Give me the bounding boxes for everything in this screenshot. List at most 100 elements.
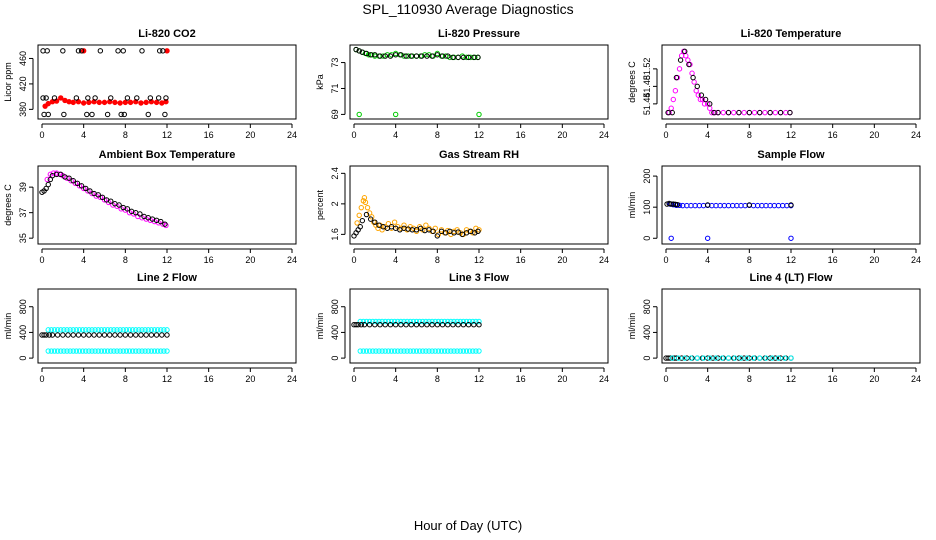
data-point — [91, 332, 97, 338]
x-tick-label: 0 — [351, 374, 356, 384]
data-point — [377, 322, 383, 328]
data-point — [64, 348, 70, 354]
chart-title: Li-820 CO2 — [138, 28, 195, 40]
data-point — [60, 332, 66, 338]
page-title: SPL_110930 Average Diagnostics — [362, 1, 574, 17]
data-point — [101, 348, 108, 354]
data-point — [122, 99, 129, 106]
data-point — [162, 221, 168, 227]
data-point — [454, 348, 460, 354]
data-point — [83, 185, 89, 192]
data-point — [148, 348, 155, 354]
data-point — [377, 53, 383, 59]
data-point — [43, 332, 49, 338]
data-point — [142, 327, 148, 333]
data-point — [682, 355, 688, 361]
data-point — [435, 348, 442, 354]
data-point — [769, 355, 775, 361]
y-tick-label: 400 — [642, 325, 652, 340]
data-point — [404, 318, 410, 325]
data-point — [475, 54, 481, 61]
data-point — [67, 348, 73, 354]
x-tick-label: 16 — [828, 374, 838, 384]
data-point — [139, 48, 145, 54]
data-point — [353, 322, 359, 328]
data-point — [133, 348, 139, 354]
data-point — [430, 228, 436, 235]
data-point — [356, 111, 362, 118]
data-point — [154, 348, 161, 354]
series-pressure_black — [353, 46, 481, 61]
chart-panel-8: Line 3 Flow 0 4 8 12 16 20 24 0 400 800 ml/min — [315, 272, 609, 384]
data-point — [87, 188, 93, 194]
data-point — [731, 109, 737, 116]
x-tick-label: 4 — [705, 255, 710, 265]
data-point — [73, 95, 80, 101]
data-point — [357, 224, 363, 230]
data-point — [58, 327, 64, 333]
data-point — [145, 348, 151, 354]
data-point — [157, 48, 163, 54]
data-point — [398, 348, 404, 354]
data-point — [117, 332, 123, 338]
data-point — [96, 99, 102, 106]
data-point — [51, 327, 58, 333]
data-point — [470, 348, 476, 354]
data-point — [674, 201, 681, 208]
data-point — [473, 348, 479, 354]
data-point — [429, 322, 435, 328]
x-tick-label: 12 — [162, 130, 172, 140]
chart-title: Li-820 Temperature — [741, 28, 842, 40]
data-point — [435, 318, 442, 325]
y-tick-label: 69 — [330, 109, 340, 119]
data-point — [471, 322, 477, 328]
data-point — [460, 348, 467, 354]
chart-panel-7: Line 2 Flow 0 4 8 12 16 20 24 0 400 800 ml/min — [3, 272, 297, 384]
data-point — [126, 348, 133, 354]
data-point — [689, 70, 695, 76]
data-point — [124, 95, 131, 101]
data-point — [108, 327, 114, 333]
data-point — [366, 318, 373, 325]
data-point — [379, 227, 385, 233]
data-point — [419, 53, 425, 59]
data-point — [362, 199, 369, 206]
x-tick-label: 24 — [911, 374, 921, 384]
data-point — [417, 225, 424, 231]
data-point — [395, 348, 401, 354]
data-point — [772, 109, 779, 116]
data-point — [145, 327, 151, 333]
data-point — [391, 318, 398, 325]
data-point — [151, 348, 158, 354]
data-point — [788, 202, 794, 208]
x-tick-label: 20 — [557, 130, 567, 140]
data-point — [392, 322, 399, 328]
data-point — [694, 83, 700, 90]
data-point — [70, 327, 76, 333]
data-point — [416, 348, 423, 354]
data-point — [104, 111, 111, 118]
data-point — [702, 96, 709, 103]
series-box_black — [39, 171, 168, 227]
data-point — [43, 95, 49, 101]
data-point — [143, 332, 149, 338]
data-point — [116, 202, 122, 208]
data-point — [50, 170, 57, 176]
y-tick-label: 39 — [18, 182, 28, 192]
data-point — [741, 355, 747, 361]
y-tick-label: 400 — [330, 325, 340, 340]
data-point — [115, 48, 121, 54]
data-point — [75, 48, 82, 54]
data-point — [45, 181, 51, 188]
y-axis-label: ml/min — [315, 313, 325, 340]
data-point — [707, 355, 713, 361]
data-point — [366, 348, 373, 354]
data-point — [155, 95, 162, 101]
chart-title: Sample Flow — [757, 149, 825, 161]
data-point — [66, 175, 72, 181]
data-point — [450, 322, 456, 328]
chart-panel-9: Line 4 (LT) Flow 0 4 8 12 16 20 24 0 400 800 ml/min — [627, 272, 921, 384]
data-point — [164, 348, 170, 354]
data-point — [429, 318, 435, 325]
series-l3_cyan_low — [357, 348, 482, 354]
